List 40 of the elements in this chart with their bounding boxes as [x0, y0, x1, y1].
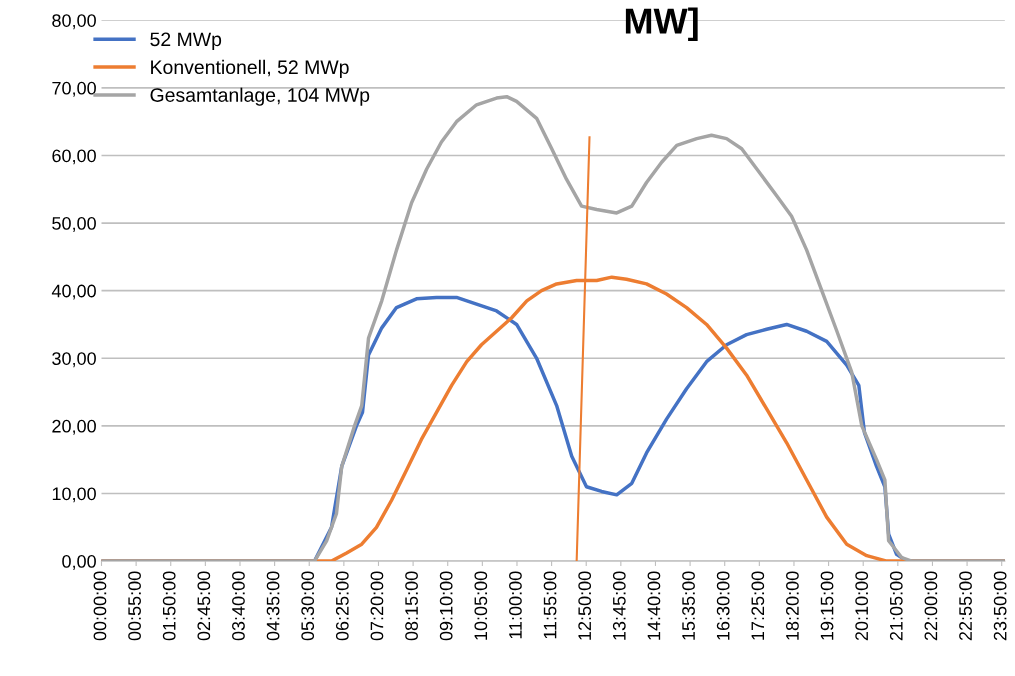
x-tick-label: 00:00:00 [93, 571, 107, 641]
x-tick-label: 09:10:00 [439, 571, 453, 641]
legend-label: 52 MWp [150, 32, 222, 51]
x-tick-label: 13:45:00 [612, 571, 626, 640]
y-tick-label: 20,00 [52, 419, 96, 435]
x-tick-label: 04:35:00 [266, 571, 280, 641]
chart-title: MW] [625, 7, 698, 42]
x-tick-label: 11:55:00 [543, 571, 557, 639]
x-tick-label: 00:55:00 [128, 571, 141, 641]
x-tick-label: 01:50:00 [162, 571, 176, 641]
x-tick-label: 02:45:00 [197, 571, 211, 641]
x-tick-label: 12:50:00 [578, 571, 592, 640]
x-tick-label: 06:25:00 [335, 571, 349, 641]
x-tick-label: 14:40:00 [647, 571, 661, 640]
x-tick-label: 21:05:00 [889, 571, 903, 641]
y-tick-label: 30,00 [52, 352, 96, 368]
y-tick-label: 60,00 [52, 149, 96, 165]
x-tick-label: 19:15:00 [820, 571, 834, 640]
y-tick-label: 80,00 [52, 14, 96, 30]
y-tick-label: 0,00 [62, 555, 96, 570]
x-tick-label: 03:40:00 [232, 571, 245, 641]
x-tick-label: 10:05:00 [474, 571, 488, 640]
x-tick-label: 22:55:00 [959, 571, 972, 641]
x-tick-label: 22:00:00 [924, 571, 938, 641]
y-tick-label: 40,00 [51, 284, 96, 300]
x-tick-label: 05:30:00 [301, 571, 315, 641]
x-tick-label: 08:15:00 [405, 571, 418, 641]
x-tick-label: 15:35:00 [682, 571, 695, 640]
x-tick-label: 11:00:00 [509, 571, 522, 639]
y-tick-label: 50,00 [52, 217, 96, 232]
x-tick-label: 23:50:00 [993, 571, 1007, 641]
x-tick-label: 16:30:00 [716, 571, 730, 640]
y-tick-label: 70,00 [52, 81, 96, 97]
x-tick-label: 07:20:00 [370, 571, 384, 641]
y-tick-label: 10,00 [52, 487, 96, 503]
x-tick-label: 20:10:00 [855, 571, 869, 641]
legend-label: Gesamtanlage, 104 MWp [150, 87, 370, 106]
x-tick-label: 17:25:00 [751, 571, 765, 640]
legend-label: Konventionell, 52 MWp [151, 59, 349, 78]
x-tick-label: 18:20:00 [786, 571, 799, 640]
